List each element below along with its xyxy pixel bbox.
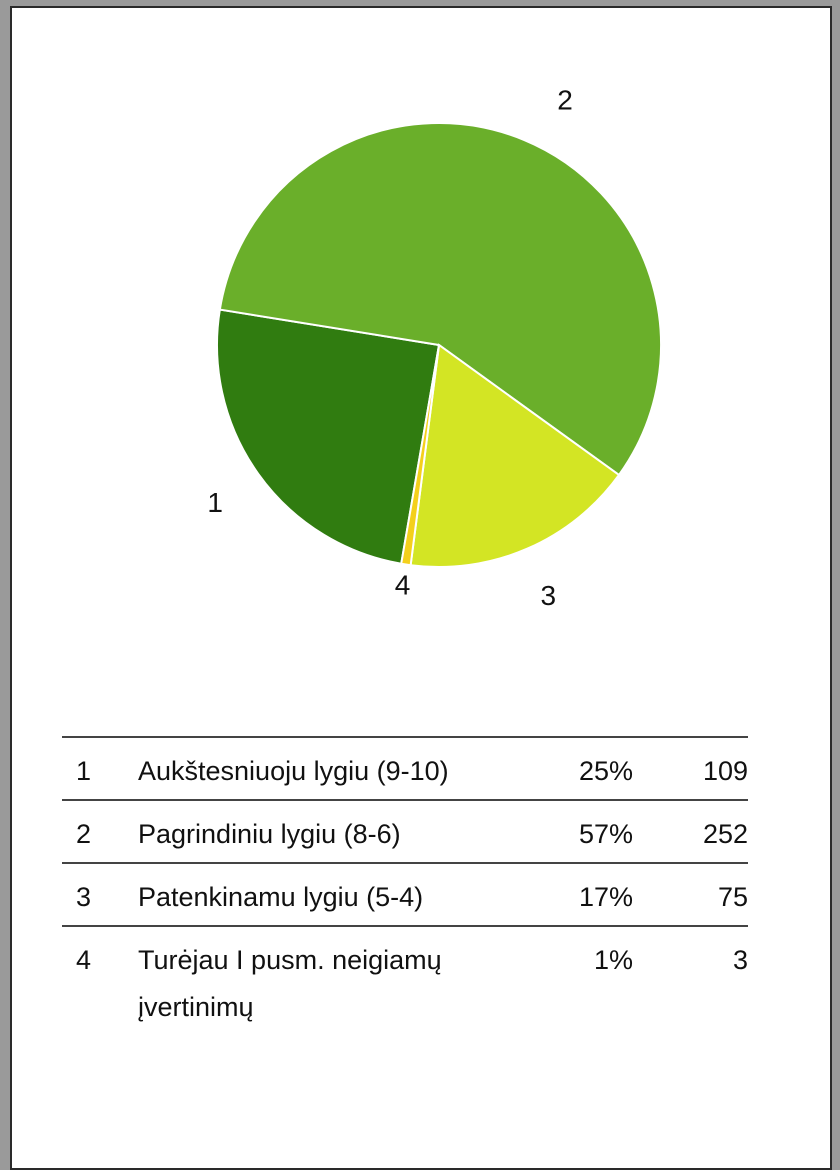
- slice-label: 1: [207, 487, 223, 518]
- cell-name: Patenkinamu lygiu (5-4): [138, 882, 424, 912]
- panel: 1 2 3 4 1 Aukštesniuoju lygiu (9-10) 25% 109 2 P…: [10, 6, 832, 1170]
- cell-cnt: 252: [702, 819, 748, 849]
- table-row: 3 Patenkinamu lygiu (5-4) 17% 75: [62, 863, 748, 926]
- cell-name: Turėjau I pusm. neigiamų įvertinimų: [138, 945, 442, 1022]
- cell-pct: 57%: [578, 819, 633, 849]
- table-row: 2 Pagrindiniu lygiu (8-6) 57% 252: [62, 800, 748, 863]
- pie-slice: [216, 308, 441, 565]
- pie-slice: [409, 343, 621, 568]
- table-row: 4 Turėjau I pusm. neigiamų įvertinimų 1% 3: [62, 926, 748, 1035]
- cell-num: 3: [76, 882, 92, 912]
- table-row: 1 Aukštesniuoju lygiu (9-10) 25% 109: [62, 737, 748, 800]
- chart: 1 2 3 4: [207, 84, 662, 611]
- cell-cnt: 75: [717, 882, 748, 912]
- slice-label: 4: [395, 570, 411, 601]
- cell-pct: 25%: [578, 756, 633, 786]
- slice-label: 3: [540, 580, 556, 611]
- cell-num: 4: [76, 945, 92, 975]
- cell-name: Aukštesniuoju lygiu (9-10): [138, 756, 449, 786]
- cell-num: 1: [76, 756, 92, 786]
- cell-cnt: 3: [732, 945, 748, 975]
- cell-pct: 17%: [578, 882, 633, 912]
- pie-slice: [400, 344, 440, 567]
- cell-num: 2: [76, 819, 92, 849]
- cell-cnt: 109: [702, 756, 748, 786]
- cell-pct: 1%: [593, 945, 633, 975]
- slice-label: 2: [557, 84, 573, 115]
- results-table: 1 Aukštesniuoju lygiu (9-10) 25% 109 2 Pagrin…: [62, 736, 748, 1035]
- cell-name: Pagrindiniu lygiu (8-6): [138, 819, 401, 849]
- pie-slice: [218, 122, 662, 477]
